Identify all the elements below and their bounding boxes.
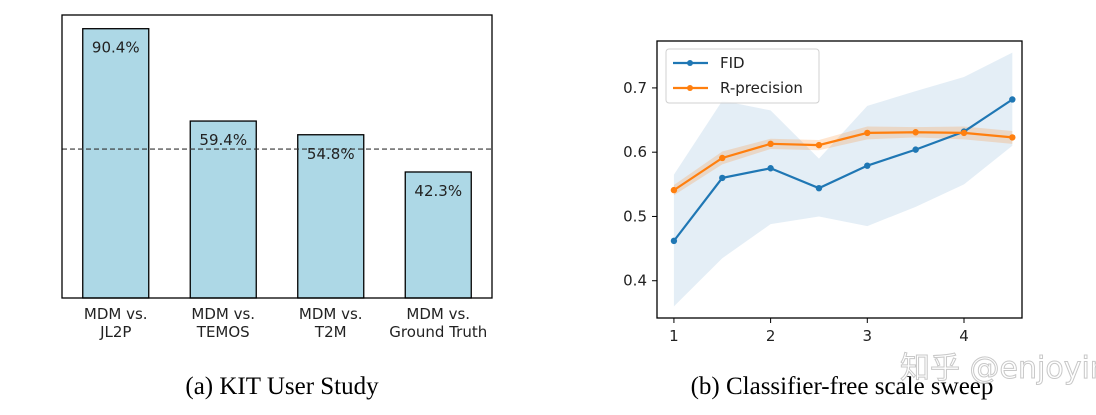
bar xyxy=(297,134,365,299)
x-tick-label: Ground Truth xyxy=(389,323,487,341)
data-point xyxy=(960,129,968,137)
data-point xyxy=(1009,96,1016,103)
y-tick-label: 0.5 xyxy=(623,207,647,225)
bar-data-label: 90.4% xyxy=(92,39,140,57)
bar-data-label: 59.4% xyxy=(199,131,247,149)
confidence-band xyxy=(673,126,1013,196)
data-point xyxy=(1009,134,1016,141)
legend: FID R-precision xyxy=(665,48,820,104)
x-tick-label: TEMOS xyxy=(196,323,250,341)
legend-marker xyxy=(687,60,693,66)
data-point xyxy=(864,129,871,137)
watermark: 知乎 @enjoying xyxy=(900,351,1096,386)
caption-b: (b) Classifier-free scale sweep xyxy=(691,373,994,400)
legend-label: R-precision xyxy=(720,79,803,97)
series-line xyxy=(673,98,1013,242)
data-point xyxy=(912,146,919,153)
data-point xyxy=(912,129,919,136)
data-point xyxy=(670,237,678,245)
plot-frame xyxy=(656,40,1023,319)
data-point xyxy=(864,162,871,169)
caption-a: (a) KIT User Study xyxy=(185,373,379,400)
plot-frame xyxy=(61,14,493,299)
x-tick-label: MDM vs. xyxy=(299,305,363,323)
data-point xyxy=(815,141,823,149)
legend-marker xyxy=(687,85,693,91)
x-tick-label: 4 xyxy=(959,327,969,345)
y-tick-label: 0.7 xyxy=(623,79,647,97)
data-point xyxy=(767,165,774,172)
bar xyxy=(404,171,472,299)
data-point xyxy=(719,174,726,182)
confidence-band xyxy=(673,52,1013,307)
x-tick-label: T2M xyxy=(314,323,347,341)
data-point xyxy=(670,186,678,194)
series-line xyxy=(673,131,1013,192)
x-tick-label: MDM vs. xyxy=(406,305,470,323)
x-tick-label: 2 xyxy=(766,327,776,345)
y-tick-label: 0.4 xyxy=(623,272,647,290)
line-chart-scale-sweep: 1 2 3 4 0.4 0.5 0.6 0.7 FID R-precision xyxy=(623,40,1023,345)
x-tick-label: MDM vs. xyxy=(191,305,255,323)
bar-data-label: 42.3% xyxy=(414,182,462,200)
x-tick-label: 3 xyxy=(863,327,873,345)
bar xyxy=(82,28,150,299)
x-tick-label: 1 xyxy=(669,327,679,345)
data-point xyxy=(767,140,774,148)
bar-data-label: 54.8% xyxy=(307,145,355,163)
bar xyxy=(189,120,257,299)
x-tick-label: MDM vs. xyxy=(84,305,148,323)
legend-label: FID xyxy=(720,54,745,72)
data-point xyxy=(815,184,823,192)
y-tick-label: 0.6 xyxy=(623,143,647,161)
x-tick-label: JL2P xyxy=(99,323,131,341)
data-point xyxy=(719,154,726,162)
